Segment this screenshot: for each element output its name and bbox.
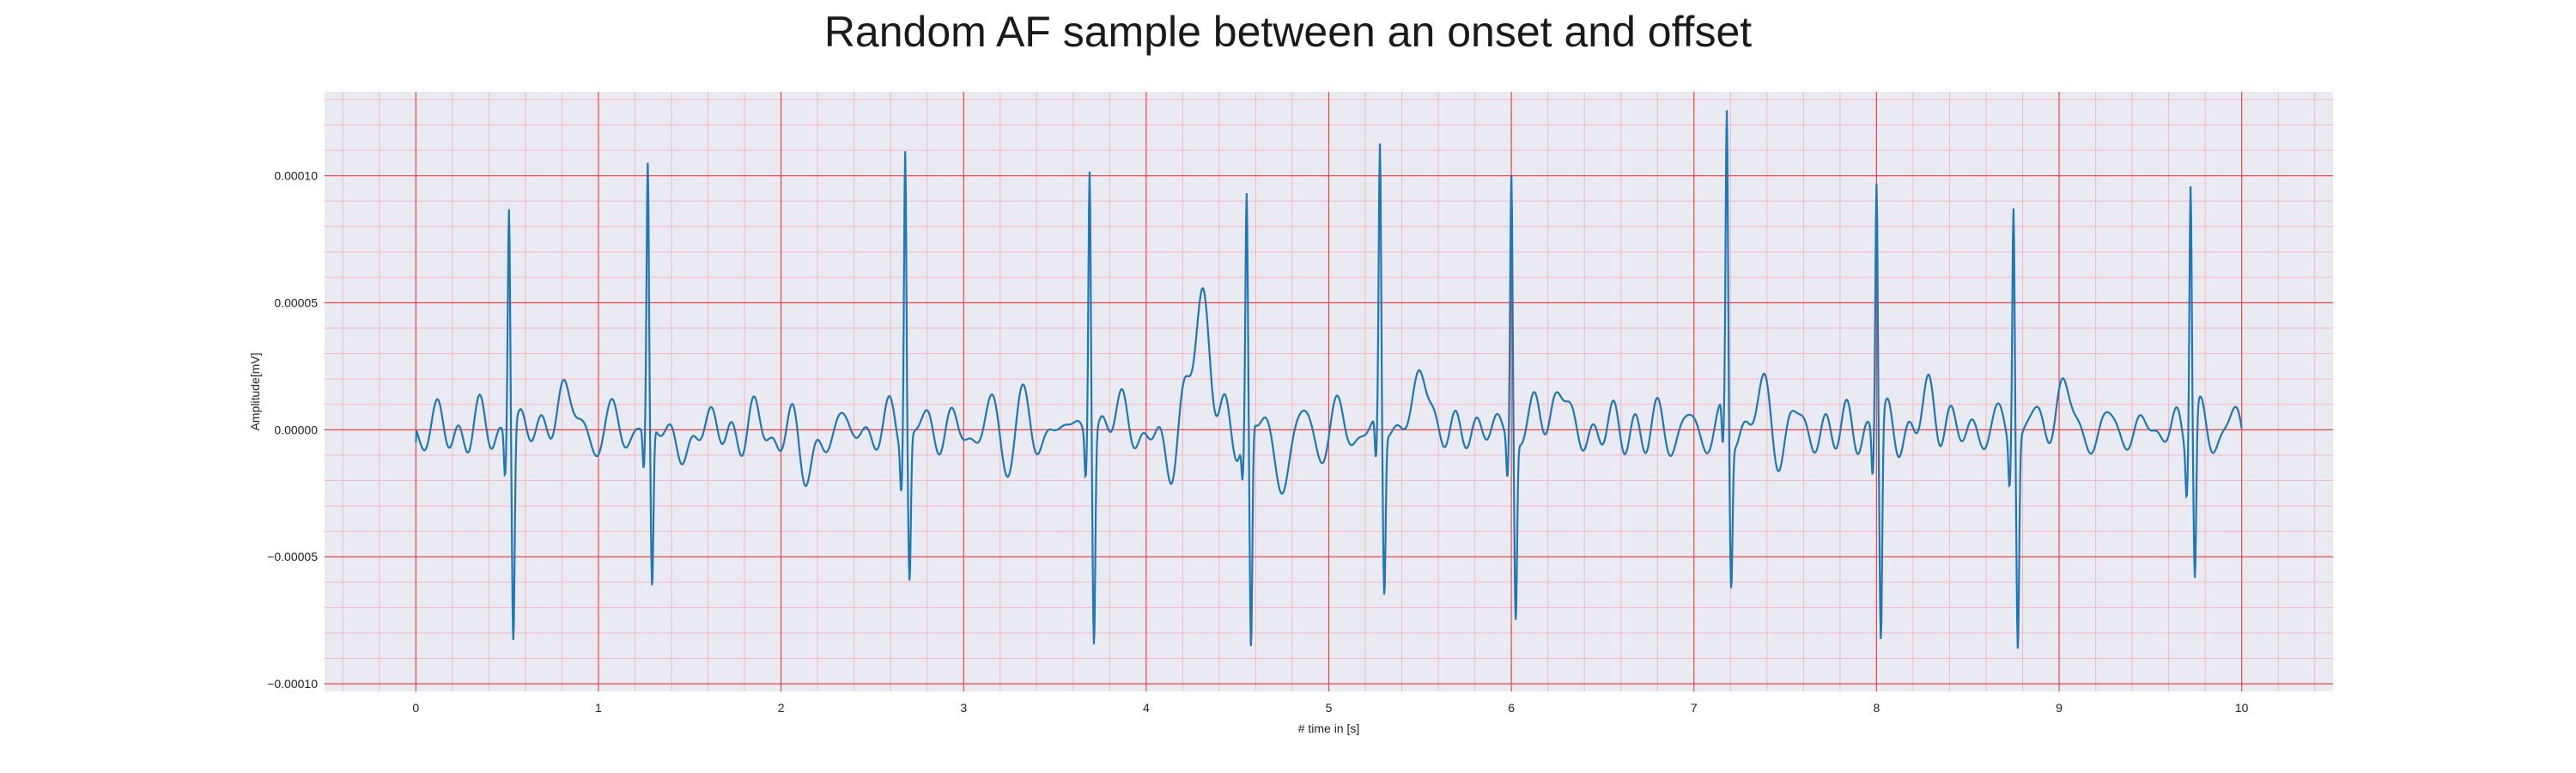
y-axis-label: Amplitude[mV] — [248, 352, 262, 430]
y-tick-label: −0.00005 — [267, 550, 318, 563]
y-tick-label: 0.00005 — [274, 295, 318, 309]
x-tick-label: 0 — [412, 701, 419, 715]
x-tick-label: 8 — [1874, 701, 1880, 715]
x-tick-label: 6 — [1508, 701, 1515, 715]
x-tick-label: 7 — [1691, 701, 1698, 715]
y-tick-label: 0.00000 — [274, 423, 318, 436]
y-axis-ticks: −0.00010 −0.00005 0.00000 0.00005 0.00010 — [267, 169, 318, 691]
y-tick-label: 0.00010 — [274, 169, 318, 183]
x-tick-label: 10 — [2235, 701, 2249, 715]
major-grid — [325, 92, 2333, 691]
x-tick-label: 4 — [1143, 701, 1150, 715]
x-tick-label: 1 — [595, 701, 602, 715]
x-axis-label: # time in [s] — [1298, 721, 1360, 735]
chart-title: Random AF sample between an onset and of… — [823, 8, 1753, 56]
x-axis-ticks: 0 1 2 3 4 5 6 7 8 9 10 — [412, 701, 2248, 715]
x-tick-label: 9 — [2056, 701, 2063, 715]
x-tick-label: 5 — [1326, 701, 1333, 715]
y-tick-label: −0.00010 — [267, 677, 318, 691]
x-tick-label: 2 — [778, 701, 785, 715]
ecg-signal-line — [415, 110, 2243, 649]
x-tick-label: 3 — [960, 701, 967, 715]
